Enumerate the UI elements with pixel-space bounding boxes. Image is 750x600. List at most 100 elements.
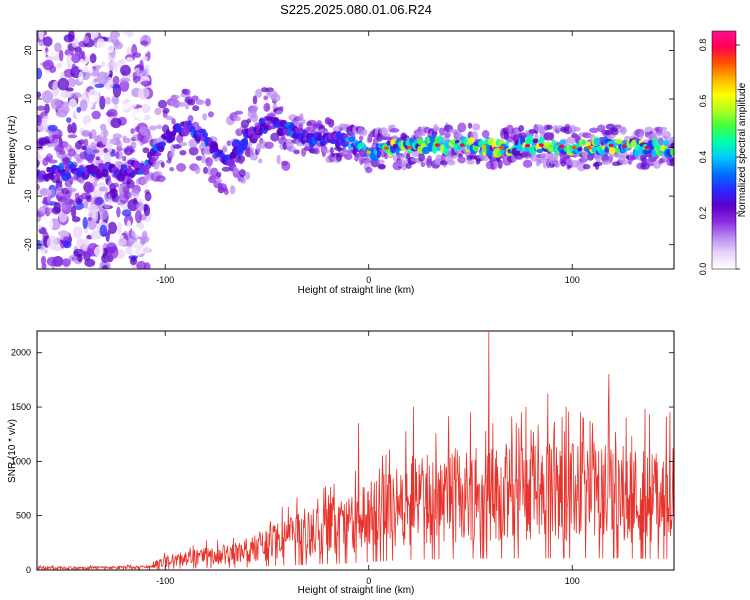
heatmap-cell bbox=[188, 138, 198, 148]
heatmap-cell bbox=[559, 144, 565, 149]
heatmap-cell bbox=[138, 198, 144, 204]
heatmap-cell bbox=[194, 165, 201, 175]
heatmap-cell bbox=[104, 204, 111, 209]
heatmap-cell bbox=[467, 122, 473, 129]
heatmap-cell bbox=[329, 147, 334, 154]
heatmap-cell bbox=[525, 143, 531, 148]
heatmap-cell bbox=[149, 125, 157, 131]
heatmap-cell bbox=[112, 75, 120, 86]
heatmap-cell bbox=[51, 206, 62, 215]
heatmap-cell bbox=[586, 145, 592, 150]
heatmap-cell bbox=[195, 155, 203, 161]
y-tick-label: 1000 bbox=[11, 456, 31, 466]
heatmap-cell bbox=[103, 97, 113, 105]
heatmap-cell bbox=[187, 99, 196, 106]
heatmap-cell bbox=[223, 189, 229, 195]
colorbar-gradient bbox=[711, 30, 737, 270]
heatmap-cell bbox=[77, 58, 86, 71]
heatmap-cell bbox=[621, 144, 627, 149]
heatmap-cell bbox=[276, 154, 281, 165]
heatmap-cell bbox=[92, 189, 104, 199]
heatmap-cell bbox=[246, 118, 252, 124]
colorbar: 0.0 0.2 0.4 0.6 0.8 Normalized spectral ampl… bbox=[698, 30, 748, 275]
heatmap-cell bbox=[139, 178, 149, 185]
heatmap-cell bbox=[182, 88, 191, 95]
heatmap-cell bbox=[179, 150, 187, 156]
heatmap-cell bbox=[418, 152, 425, 162]
heatmap-cell bbox=[107, 221, 118, 234]
heatmap-cell bbox=[40, 249, 46, 258]
heatmap-cell bbox=[99, 224, 108, 237]
heatmap-cell bbox=[71, 190, 76, 201]
heatmap-cell bbox=[497, 159, 503, 169]
heatmap-cell bbox=[481, 145, 487, 149]
heatmap-cell bbox=[437, 135, 443, 144]
heatmap-cell bbox=[522, 159, 533, 168]
heatmap-cell bbox=[40, 255, 47, 266]
heatmap-cell bbox=[44, 103, 50, 114]
heatmap-cell bbox=[127, 165, 133, 175]
heatmap-cell bbox=[130, 195, 139, 200]
heatmap-cell bbox=[559, 139, 567, 145]
x-tick-label: -100 bbox=[156, 576, 174, 586]
heatmap-cell bbox=[658, 126, 668, 132]
heatmap-cell bbox=[408, 149, 413, 154]
heatmap-cell bbox=[616, 138, 623, 145]
heatmap-cell bbox=[226, 158, 235, 167]
heatmap-cell bbox=[87, 216, 92, 221]
heatmap-cell bbox=[37, 67, 43, 80]
heatmap-cell bbox=[366, 150, 372, 155]
heatmap-cell bbox=[536, 148, 544, 154]
heatmap-cell bbox=[144, 191, 152, 202]
heatmap-cell bbox=[263, 102, 271, 112]
heatmap-cell bbox=[130, 230, 136, 240]
heatmap-cell bbox=[76, 106, 82, 113]
heatmap-cell bbox=[86, 145, 91, 155]
heatmap-cell bbox=[135, 209, 142, 224]
heatmap-cell bbox=[103, 148, 108, 153]
heatmap-cell bbox=[69, 199, 75, 206]
heatmap-cell bbox=[589, 127, 599, 134]
heatmap-cell bbox=[113, 104, 118, 111]
heatmap-cell bbox=[168, 151, 175, 158]
heatmap-cell bbox=[77, 253, 83, 263]
heatmap-cell bbox=[51, 134, 62, 139]
y-tick-label: 1500 bbox=[11, 402, 31, 412]
heatmap-cell bbox=[221, 166, 231, 172]
y-tick-label: 20 bbox=[23, 45, 33, 55]
heatmap-cell bbox=[192, 105, 200, 112]
heatmap-cell bbox=[583, 164, 591, 170]
heatmap-cell bbox=[406, 152, 411, 160]
heatmap-cell bbox=[48, 159, 58, 164]
heatmap-cell bbox=[102, 167, 109, 178]
heatmap-cell bbox=[432, 127, 441, 131]
snr-panel: -100 0 100 0 500 1000 1500 2000 Height of stra… bbox=[7, 330, 675, 596]
heatmap-cell bbox=[113, 41, 124, 50]
heatmap-cell bbox=[249, 152, 259, 161]
heatmap-cell bbox=[61, 258, 71, 267]
heatmap-cell bbox=[377, 159, 385, 165]
heatmap-cell bbox=[143, 203, 148, 212]
colorbar-tick-label: 0.6 bbox=[698, 95, 708, 108]
heatmap-cell bbox=[542, 159, 547, 169]
heatmap-cell bbox=[54, 42, 62, 52]
heatmap-cell bbox=[37, 48, 44, 54]
heatmap-cell bbox=[275, 110, 283, 115]
heatmap-cell bbox=[439, 160, 448, 166]
heatmap-cell bbox=[170, 94, 180, 100]
heatmap-cell bbox=[37, 183, 40, 191]
heatmap-cell bbox=[61, 187, 70, 195]
heatmap-cell bbox=[51, 89, 59, 98]
heatmap-cell bbox=[607, 134, 616, 139]
heatmap-cell bbox=[568, 125, 577, 134]
heatmap-cell bbox=[37, 261, 41, 269]
colorbar-tick-label: 0.2 bbox=[698, 207, 708, 220]
y-tick-label: 2000 bbox=[11, 348, 31, 358]
heatmap-cell bbox=[66, 117, 72, 123]
heatmap-cell bbox=[250, 113, 259, 123]
heatmap-cell bbox=[83, 138, 89, 147]
heatmap-cell bbox=[37, 224, 42, 230]
heatmap-cell bbox=[41, 263, 47, 269]
heatmap-cell bbox=[150, 158, 155, 163]
